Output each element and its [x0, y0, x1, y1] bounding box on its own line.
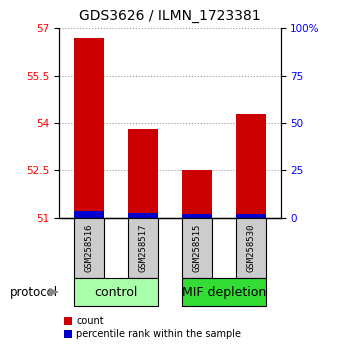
- Text: protocol: protocol: [10, 286, 58, 298]
- Text: MIF depletion: MIF depletion: [182, 286, 266, 298]
- Bar: [182, 170, 212, 218]
- Bar: [182, 218, 212, 278]
- Bar: [74, 278, 158, 306]
- Bar: [128, 218, 158, 278]
- Text: GSM258515: GSM258515: [192, 224, 202, 272]
- Bar: [182, 214, 212, 218]
- Text: GSM258530: GSM258530: [246, 224, 255, 272]
- Bar: [236, 214, 266, 218]
- Bar: [74, 38, 104, 218]
- Legend: count, percentile rank within the sample: count, percentile rank within the sample: [64, 316, 241, 339]
- Bar: [236, 114, 266, 218]
- Text: GDS3626 / ILMN_1723381: GDS3626 / ILMN_1723381: [79, 9, 261, 23]
- Text: GSM258516: GSM258516: [85, 224, 94, 272]
- Bar: [236, 218, 266, 278]
- Text: control: control: [95, 286, 138, 298]
- Bar: [128, 129, 158, 218]
- Text: GSM258517: GSM258517: [138, 224, 148, 272]
- Bar: [74, 211, 104, 218]
- Bar: [182, 278, 266, 306]
- Bar: [74, 218, 104, 278]
- Bar: [128, 213, 158, 218]
